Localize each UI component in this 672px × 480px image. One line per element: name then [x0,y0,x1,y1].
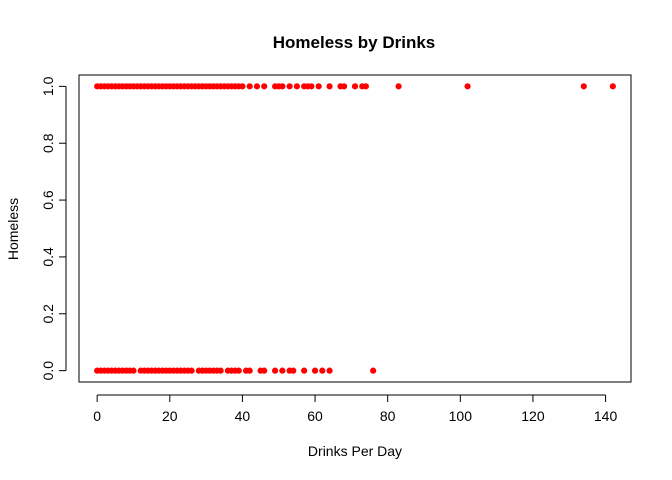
data-point [351,83,359,90]
x-tick-label: 80 [380,408,396,424]
data-point [253,83,261,90]
x-tick-label: 0 [93,408,101,424]
data-point [130,367,137,374]
data-point [246,83,253,90]
data-point [293,83,300,90]
y-tick-label: 0.0 [40,361,56,381]
y-tick-label: 0.8 [40,133,56,153]
data-points [94,83,616,374]
data-point [261,83,268,90]
data-point [370,367,377,374]
y-tick-label: 0.2 [40,304,56,324]
data-point [326,83,333,90]
x-tick-label: 140 [594,408,618,424]
data-point [272,367,279,374]
data-point [308,83,315,90]
data-point [326,367,333,374]
x-axis-label: Drinks Per Day [308,443,402,459]
data-point [580,83,587,90]
data-point [341,83,348,90]
data-point [188,367,195,374]
x-tick-label: 100 [449,408,473,424]
data-point [395,83,402,90]
plot-area-border [78,74,632,383]
data-point [301,367,308,374]
data-point [315,83,322,90]
data-point [235,367,242,374]
data-point [609,83,616,90]
y-tick-label: 0.6 [40,190,56,210]
data-point [464,83,471,90]
y-tick-label: 1.0 [40,76,56,96]
chart-title: Homeless by Drinks [273,33,436,52]
data-point [217,367,224,374]
x-tick-label: 60 [307,408,323,424]
data-point [279,83,286,90]
data-point [246,367,253,374]
data-point [362,83,369,90]
y-tick-label: 0.4 [40,247,56,267]
data-point [290,367,297,374]
y-axis-label: Homeless [5,198,21,260]
x-tick-label: 120 [521,408,545,424]
data-point [286,83,293,90]
data-point [319,367,326,374]
data-point [239,83,246,90]
data-point [279,367,286,374]
x-axis: 0 20 40 60 80 100 120 140 [93,394,618,424]
x-tick-label: 40 [235,408,251,424]
data-point [261,367,268,374]
data-point [311,367,319,374]
x-tick-label: 20 [162,408,178,424]
y-axis: 0.0 0.2 0.4 0.6 0.8 1.0 [40,76,67,381]
